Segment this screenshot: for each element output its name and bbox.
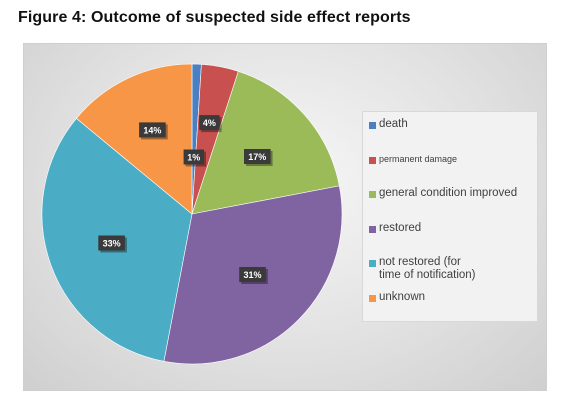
legend-item-death: death <box>369 118 408 131</box>
legend-item-permanent-damage: permanent damage <box>369 153 457 165</box>
pie-slices <box>41 63 343 365</box>
data-label-text: 4% <box>203 118 216 128</box>
legend-item-restored: restored <box>369 222 421 235</box>
legend-label-restored: restored <box>379 222 422 234</box>
data-label-box <box>183 149 204 165</box>
data-label-box <box>98 235 125 251</box>
figure-title: Figure 4: Outcome of suspected side effe… <box>18 9 411 26</box>
data-label-text: 1% <box>187 153 200 163</box>
pie-data-labels: 1% 4% 17% 31% 33% 14% <box>98 115 273 284</box>
data-label-permanent-damage: 4% <box>199 115 222 133</box>
pie-slice-general-condition-improved <box>191 70 340 215</box>
data-label-text: 17% <box>248 152 266 162</box>
data-label-restored: 31% <box>239 267 268 284</box>
legend-item-general-condition-improved: general condition improved <box>369 187 517 200</box>
data-label-general-condition-improved: 17% <box>244 149 273 166</box>
data-label-unknown: 14% <box>139 122 168 140</box>
legend-swatch-unknown <box>369 295 376 302</box>
data-label-box <box>139 122 166 138</box>
pie-chart: 1% 4% 17% 31% 33% 14% <box>41 63 343 365</box>
data-label-text: 31% <box>243 270 261 280</box>
data-label-box <box>244 149 271 164</box>
legend-swatch-restored <box>369 226 376 233</box>
legend-label-unknown: unknown <box>379 291 426 303</box>
pie-slice-unknown <box>75 63 193 215</box>
legend-label-not-restored: not restored (for time of notification) <box>379 256 476 281</box>
data-label-text: 14% <box>143 125 161 135</box>
data-label-death: 1% <box>183 149 206 167</box>
legend-swatch-not-restored <box>369 260 376 267</box>
legend-swatch-general-condition-improved <box>369 191 376 198</box>
data-label-not-restored: 33% <box>98 235 127 253</box>
chart-legend: death permanent damage general condition… <box>362 111 538 322</box>
legend-item-not-restored: not restored (for time of notification) <box>369 256 476 282</box>
legend-item-unknown: unknown <box>369 291 425 304</box>
data-label-box <box>239 267 266 282</box>
legend-label-general-condition-improved: general condition improved <box>379 187 518 199</box>
legend-label-death: death <box>379 118 408 130</box>
legend-swatch-permanent-damage <box>369 157 376 164</box>
chart-panel: 1% 4% 17% 31% 33% 14% death permanent damage … <box>23 43 547 391</box>
data-label-text: 33% <box>103 239 121 249</box>
legend-swatch-death <box>369 122 376 129</box>
legend-label-permanent-damage: permanent damage <box>379 154 458 164</box>
data-label-box <box>199 115 220 131</box>
